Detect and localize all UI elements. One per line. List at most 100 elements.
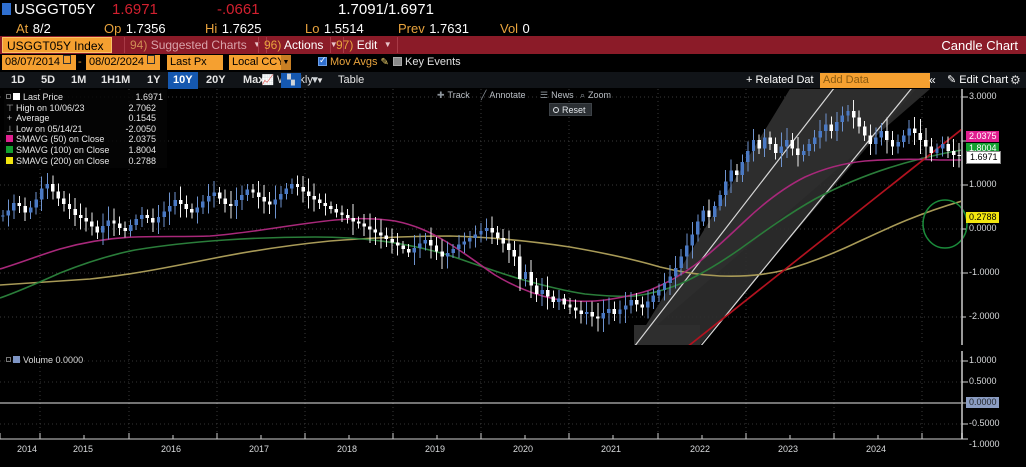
period-1m[interactable]: 1M <box>71 74 87 86</box>
legend-label-smavg-50: SMAVG (50) on Close <box>16 134 105 145</box>
axis-label-smavg-50: 2.0375 <box>966 131 999 142</box>
track-label: Track <box>447 90 470 100</box>
zoom-label: Zoom <box>588 90 612 100</box>
legend-label-high: High on 10/06/23 <box>16 102 85 113</box>
chevron-down-icon: ▼ <box>253 40 262 49</box>
high-marker-icon: ⊤ <box>6 102 14 113</box>
news-icon: ☰ <box>540 90 549 100</box>
volume-axis-tick-neg1: -1.0000 <box>969 439 1000 449</box>
x-axis-tick-2024: 2024 <box>866 444 887 454</box>
magnifier-icon: ⌕ <box>580 90 586 100</box>
chart-type-title: Candle Chart <box>941 38 1018 53</box>
legend-label-average: Average <box>16 113 50 124</box>
legend-item-average: + Average 0.1545 <box>6 113 163 124</box>
volume-axis-tick-1: 1.0000 <box>969 355 997 365</box>
legend-swatch-smavg-50 <box>6 135 13 143</box>
price-field-input[interactable]: Last Px <box>167 55 223 70</box>
bar-chart-icon[interactable]: ▚ <box>281 73 301 88</box>
menu-actions-label: Actions <box>284 38 324 52</box>
menu-actions[interactable]: 96) Actions ▼ <box>258 37 344 53</box>
line-chart-icon[interactable]: 📈 <box>261 75 275 86</box>
pencil-icon: ✎ <box>947 74 957 86</box>
config-bar: 08/07/2014 - 08/02/2024 Last Px Local CC… <box>0 54 1026 72</box>
legend-value-smavg-100: 1.8004 <box>128 144 156 155</box>
ohlc-open: Op 1.7356 <box>104 20 166 38</box>
legend-value-high: 2.7062 <box>128 102 156 113</box>
annotate-label: Annotate <box>489 90 526 100</box>
x-axis-tick-2016: 2016 <box>161 444 182 454</box>
chevron-down-icon: ▼ <box>383 40 392 49</box>
ohlc-high-value: 1.7625 <box>221 21 262 36</box>
legend-swatch-last-price <box>13 93 20 100</box>
chevron-down-icon[interactable]: ▼ <box>310 75 320 86</box>
command-bar: USGGT05Y Index 94) Suggested Charts ▼ 96… <box>0 36 1026 54</box>
key-events-toggle[interactable]: Key Events <box>393 56 461 68</box>
reset-button[interactable]: Reset <box>549 103 592 116</box>
x-axis-tick-2018: 2018 <box>337 444 358 454</box>
period-bar: 1D 5D 1M 1H1M 1Y 10Y 20Y Max Weekly ▼ 📈 … <box>0 72 1026 89</box>
table-button[interactable]: Table <box>338 74 365 86</box>
checkbox-checked-icon[interactable] <box>318 54 327 66</box>
ohlc-high: Hi 1.7625 <box>205 20 262 38</box>
security-input[interactable]: USGGT05Y Index <box>2 37 112 53</box>
menu-edit[interactable]: 97) Edit ▼ <box>330 37 398 53</box>
legend-item-smavg-100: SMAVG (100) on Close 1.8004 <box>6 145 163 156</box>
menu-edit-number: 97) <box>336 38 354 52</box>
legend-label-low: Low on 05/14/21 <box>16 123 83 134</box>
start-date-input[interactable]: 08/07/2014 <box>2 55 76 70</box>
date-range-separator: - <box>78 56 82 68</box>
period-1h1m[interactable]: 1H1M <box>101 74 131 86</box>
add-data-input[interactable]: Add Data <box>820 73 930 88</box>
axis-label-smavg-100: 1.8004 <box>966 143 999 154</box>
x-axis-tick-2015: 2015 <box>73 444 94 454</box>
channel-annotation <box>634 89 930 345</box>
news-tool[interactable]: ☰ News <box>540 89 574 102</box>
period-5d[interactable]: 5D <box>41 74 56 86</box>
track-tool[interactable]: ✚ Track <box>437 89 470 102</box>
chart-canvas[interactable]: Last Price 1.6971 ⊤ High on 10/06/23 2.7062… <box>0 89 1026 467</box>
ohlc-at: At 8/2 <box>16 20 51 38</box>
legend-item-smavg-200: SMAVG (200) on Close 0.2788 <box>6 156 163 167</box>
calendar-icon[interactable] <box>147 55 156 64</box>
currency-select[interactable]: Local CCY <box>229 55 291 70</box>
chevron-down-icon[interactable]: ▼ <box>281 55 291 70</box>
legend-label-last-price: Last Price <box>23 92 64 102</box>
period-max[interactable]: Max <box>243 74 265 86</box>
ohlc-prev-value: 1.7631 <box>429 21 469 36</box>
period-1d[interactable]: 1D <box>11 74 26 86</box>
expand-icon[interactable] <box>6 357 11 362</box>
period-1y[interactable]: 1Y <box>147 74 161 86</box>
ohlc-open-value: 1.7356 <box>125 21 166 36</box>
end-date-value: 08/02/2024 <box>89 56 145 68</box>
x-axis-tick-2023: 2023 <box>778 444 799 454</box>
end-date-input[interactable]: 08/02/2024 <box>86 55 160 70</box>
collapse-left-icon[interactable]: « <box>929 73 936 87</box>
y-axis-tick-1: 1.0000 <box>969 179 997 189</box>
quote-bid-ask: 1.7091/1.6971 <box>338 1 434 18</box>
menu-suggested-charts-label: Suggested Charts <box>150 38 247 52</box>
chevron-down-icon: ▼ <box>315 76 324 85</box>
annotate-tool[interactable]: ╱ Annotate <box>481 89 525 102</box>
expand-icon[interactable] <box>6 94 11 99</box>
edit-chart-button[interactable]: ✎ Edit Chart <box>947 72 1008 89</box>
ohlc-header: At 8/2 Op 1.7356 Hi 1.7625 Lo 1.5514 Pre… <box>0 19 1026 36</box>
period-10y[interactable]: 10Y <box>168 72 198 89</box>
mov-avgs-toggle[interactable]: Mov Avgs✎ <box>318 54 389 68</box>
quote-net-change: -.0661 <box>217 1 260 18</box>
menu-suggested-charts[interactable]: 94) Suggested Charts ▼ <box>124 37 268 53</box>
volume-axis-tick-05: 0.5000 <box>969 376 997 386</box>
ohlc-low-value: 1.5514 <box>323 21 364 36</box>
calendar-icon[interactable] <box>63 55 72 64</box>
gear-icon[interactable]: ⚙ <box>1010 73 1021 87</box>
related-data-button[interactable]: + Related Dat <box>746 74 814 86</box>
period-20y[interactable]: 20Y <box>206 74 226 86</box>
pencil-icon[interactable]: ✎ <box>380 57 389 68</box>
ohlc-open-label: Op <box>104 21 122 36</box>
ohlc-volume-value: 0 <box>522 21 530 36</box>
checkbox-unchecked-icon[interactable] <box>393 57 402 66</box>
legend-label-smavg-200: SMAVG (200) on Close <box>16 155 110 166</box>
edit-chart-label: Edit Chart <box>959 74 1009 86</box>
zoom-tool[interactable]: ⌕ Zoom <box>580 89 611 102</box>
quote-header: USGGT05Y 1.6971 -.0661 1.7091/1.6971 <box>0 0 1026 19</box>
